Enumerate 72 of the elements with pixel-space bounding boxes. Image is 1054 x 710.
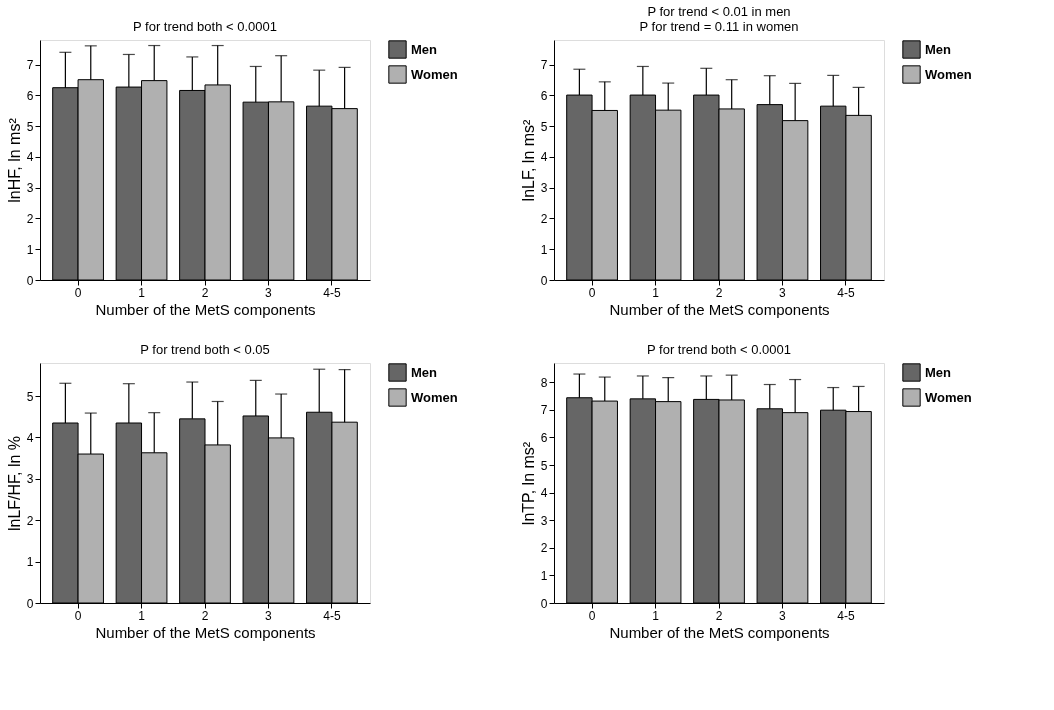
x-tick-label: 1 (652, 608, 660, 623)
legend-label: Women (925, 66, 972, 82)
x-axis-title: Number of the MetS components (609, 623, 830, 641)
text: P for trend both < 0.05 (140, 342, 270, 357)
x-tick-label: 2 (201, 285, 209, 300)
x-tick-label: 4-5 (837, 608, 855, 623)
y-tick-label: 6 (540, 88, 548, 103)
x-tick-label: 0 (588, 285, 596, 300)
legend-label: Women (925, 389, 972, 405)
x-tick-label: 3 (265, 285, 273, 300)
y-tick-label: 6 (540, 430, 548, 445)
y-tick-label: 2 (26, 513, 34, 528)
x-tick-label: 1 (138, 608, 146, 623)
x-tick-label: 1 (138, 285, 146, 300)
x-tick-label: 2 (715, 608, 723, 623)
y-tick-label: 7 (26, 58, 34, 73)
x-tick-label: 1 (652, 285, 660, 300)
y-tick-label: 5 (26, 119, 34, 134)
y-tick-label: 4 (540, 486, 548, 501)
y-tick-label: 6 (26, 88, 34, 103)
y-tick-label: 1 (26, 242, 34, 257)
y-axis-title: lnHF, ln ms² (5, 117, 23, 203)
legend-label: Men (411, 41, 438, 57)
y-axis-title: lnLF, ln ms² (519, 118, 537, 202)
x-tick-label: 4-5 (323, 285, 341, 300)
x-tick-label: 3 (265, 608, 273, 623)
x-tick-label: 0 (74, 285, 82, 300)
x-tick-label: 0 (74, 608, 82, 623)
x-axis-title: Number of the MetS components (609, 300, 830, 318)
y-tick-label: 3 (26, 472, 34, 487)
y-tick-label: 1 (26, 555, 34, 570)
text: P for trend both < 0.0001 (133, 19, 277, 34)
x-tick-label: 0 (588, 608, 596, 623)
y-tick-label: 7 (540, 58, 548, 73)
y-tick-label: 3 (540, 513, 548, 528)
y-tick-label: 2 (540, 541, 548, 556)
y-tick-label: 0 (26, 596, 34, 611)
x-tick-label: 4-5 (837, 285, 855, 300)
legend-label: Men (925, 41, 952, 57)
y-tick-label: 0 (26, 273, 34, 288)
y-tick-label: 3 (26, 181, 34, 196)
y-axis-title: lnLF/HF, ln % (5, 435, 23, 532)
x-tick-label: 4-5 (323, 608, 341, 623)
x-axis-title: Number of the MetS components (95, 300, 316, 318)
y-tick-label: 1 (540, 568, 548, 583)
x-tick-label: 2 (715, 285, 723, 300)
legend-label: Women (411, 389, 458, 405)
y-tick-label: 3 (540, 181, 548, 196)
y-tick-label: 7 (540, 403, 548, 418)
x-tick-label: 2 (201, 608, 209, 623)
y-tick-label: 8 (540, 375, 548, 390)
text: P for trend both < 0.0001 (647, 342, 791, 357)
x-axis-title: Number of the MetS components (95, 623, 316, 641)
y-tick-label: 5 (540, 119, 548, 134)
y-tick-label: 4 (540, 150, 548, 165)
y-tick-label: 2 (26, 211, 34, 226)
y-tick-label: 1 (540, 242, 548, 257)
y-tick-label: 4 (26, 430, 34, 445)
y-tick-label: 2 (540, 211, 548, 226)
y-axis-title: lnTP, ln ms² (519, 441, 537, 526)
y-tick-label: 0 (540, 273, 548, 288)
y-tick-label: 4 (26, 150, 34, 165)
text: P for trend < 0.01 in men (647, 4, 791, 19)
x-tick-label: 3 (779, 608, 787, 623)
legend-label: Men (925, 364, 952, 380)
legend-label: Women (411, 66, 458, 82)
y-tick-label: 5 (540, 458, 548, 473)
text: P for trend = 0.11 in women (639, 19, 799, 34)
y-tick-label: 5 (26, 389, 34, 404)
legend-label: Men (411, 364, 438, 380)
x-tick-label: 3 (779, 285, 787, 300)
y-tick-label: 0 (540, 596, 548, 611)
